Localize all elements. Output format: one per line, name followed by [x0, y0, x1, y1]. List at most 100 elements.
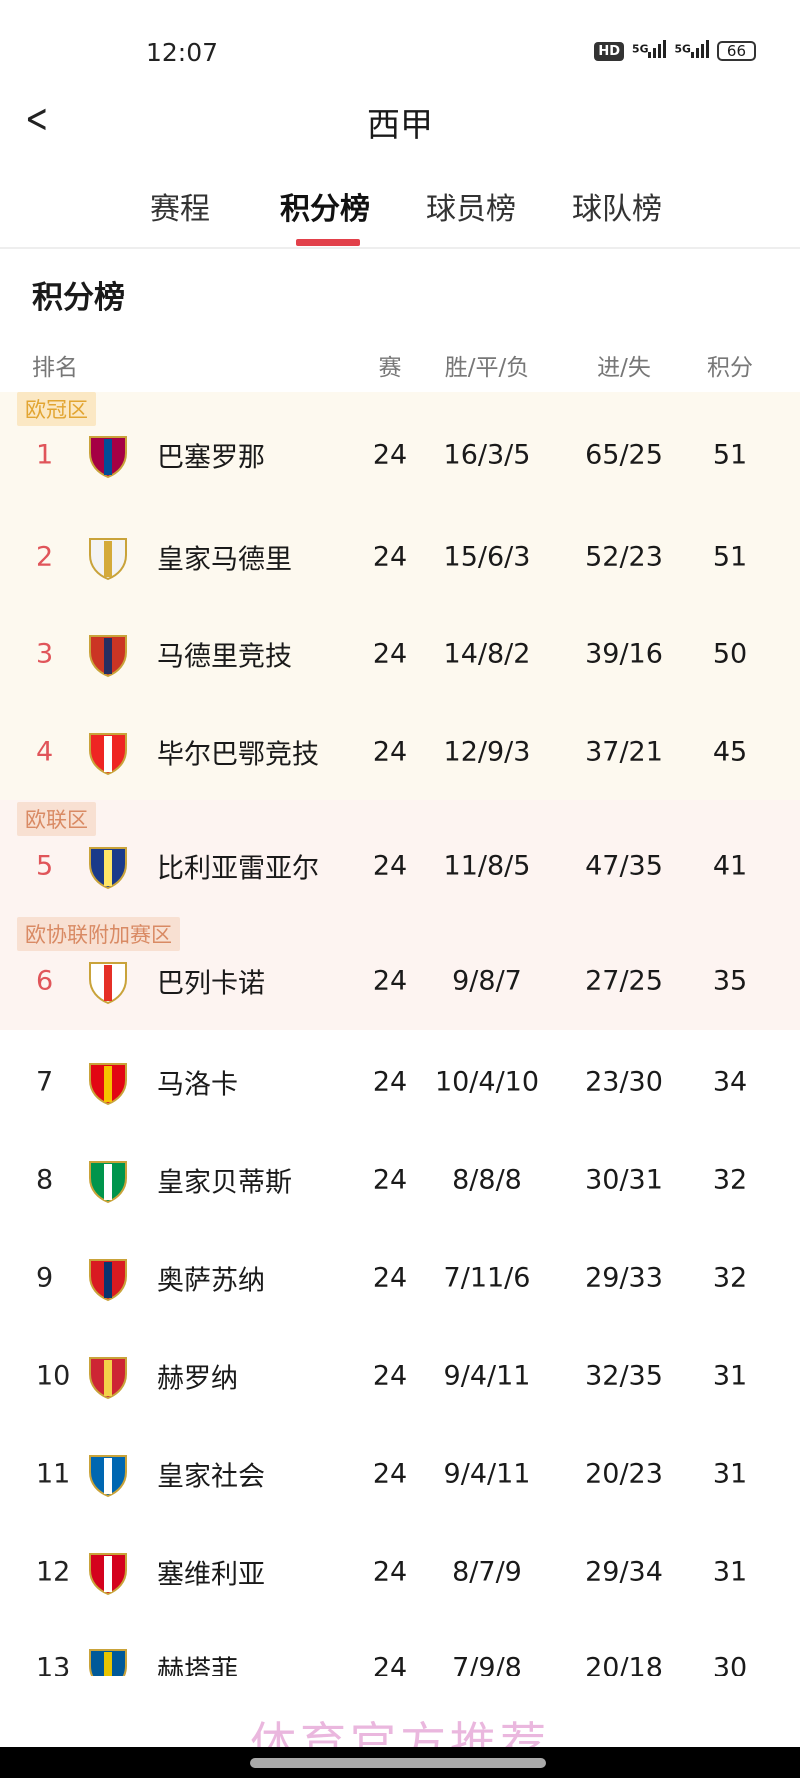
played: 24 — [372, 1458, 408, 1490]
team-logo-icon — [84, 1644, 132, 1676]
column-wdl: 胜/平/负 — [444, 355, 530, 381]
table-row[interactable]: 9 奥萨苏纳 24 7/11/6 29/33 32 — [0, 1248, 800, 1308]
goals-for-against: 23/30 — [585, 1066, 663, 1098]
rank: 4 — [36, 736, 54, 768]
team-name[interactable]: 皇家马德里 — [157, 544, 292, 576]
goals-for-against: 37/21 — [585, 736, 663, 768]
table-row[interactable]: 7 马洛卡 24 10/4/10 23/30 34 — [0, 1052, 800, 1112]
team-name[interactable]: 赫罗纳 — [157, 1363, 238, 1395]
rank: 11 — [36, 1458, 71, 1490]
rank: 7 — [36, 1066, 54, 1098]
hd-icon: HD — [594, 41, 625, 61]
goals-for-against: 65/25 — [585, 439, 663, 471]
goals-for-against: 20/18 — [585, 1652, 663, 1677]
goals-for-against: 52/23 — [585, 541, 663, 573]
table-row[interactable]: 8 皇家贝蒂斯 24 8/8/8 30/31 32 — [0, 1150, 800, 1210]
points: 51 — [712, 439, 748, 471]
status-icons: HD 5G 5G 66 — [594, 40, 756, 62]
signal-icon-2: 5G — [674, 40, 709, 62]
win-draw-loss: 12/9/3 — [443, 736, 531, 768]
tab-team-rankings[interactable]: 球队榜 — [572, 192, 662, 227]
team-name[interactable]: 巴列卡诺 — [157, 968, 265, 1000]
table-row[interactable]: 6 巴列卡诺 24 9/8/7 27/25 35 — [0, 951, 800, 1011]
table-row[interactable]: 11 皇家社会 24 9/4/11 20/23 31 — [0, 1444, 800, 1504]
team-logo-icon — [84, 842, 132, 890]
tab-player-rankings[interactable]: 球员榜 — [426, 192, 516, 227]
table-row[interactable]: 13 赫塔菲 24 7/9/8 20/18 30 — [0, 1638, 800, 1676]
goals-for-against: 20/23 — [585, 1458, 663, 1490]
points: 35 — [712, 965, 748, 997]
played: 24 — [372, 1652, 408, 1677]
team-name[interactable]: 皇家社会 — [157, 1461, 265, 1493]
goals-for-against: 32/35 — [585, 1360, 663, 1392]
zone-europa-league: 欧联区 — [0, 800, 800, 913]
played: 24 — [372, 638, 408, 670]
team-name[interactable]: 塞维利亚 — [157, 1559, 265, 1591]
chevron-left-icon: < — [25, 96, 49, 142]
team-name[interactable]: 赫塔菲 — [157, 1655, 238, 1677]
points: 30 — [712, 1652, 748, 1677]
back-button[interactable]: < — [25, 96, 48, 142]
zone-champions-league: 欧冠区 — [0, 392, 800, 800]
win-draw-loss: 7/9/8 — [452, 1652, 522, 1677]
active-tab-indicator — [296, 239, 360, 246]
goals-for-against: 29/34 — [585, 1556, 663, 1588]
team-name[interactable]: 皇家贝蒂斯 — [157, 1167, 292, 1199]
team-name[interactable]: 毕尔巴鄂竞技 — [157, 739, 319, 771]
win-draw-loss: 10/4/10 — [434, 1066, 540, 1098]
points: 50 — [712, 638, 748, 670]
rank: 6 — [36, 965, 54, 997]
team-name[interactable]: 比利亚雷亚尔 — [157, 853, 319, 885]
column-points: 积分 — [707, 355, 753, 381]
table-row[interactable]: 4 毕尔巴鄂竞技 24 12/9/3 37/21 45 — [0, 722, 800, 782]
win-draw-loss: 8/8/8 — [452, 1164, 522, 1196]
win-draw-loss: 14/8/2 — [443, 638, 531, 670]
team-name[interactable]: 奥萨苏纳 — [157, 1265, 265, 1297]
column-played: 赛 — [378, 355, 402, 381]
battery-icon: 66 — [716, 41, 756, 61]
team-logo-icon — [84, 1156, 132, 1204]
played: 24 — [372, 736, 408, 768]
team-name[interactable]: 马德里竞技 — [157, 641, 292, 673]
rank: 12 — [36, 1556, 71, 1588]
goals-for-against: 27/25 — [585, 965, 663, 997]
team-name[interactable]: 巴塞罗那 — [157, 442, 265, 474]
team-name[interactable]: 马洛卡 — [157, 1069, 238, 1101]
team-logo-icon — [84, 1352, 132, 1400]
tab-standings[interactable]: 积分榜 — [280, 192, 370, 227]
zone-label: 欧协联附加赛区 — [17, 917, 180, 951]
win-draw-loss: 9/4/11 — [443, 1458, 531, 1490]
played: 24 — [372, 1066, 408, 1098]
rank: 1 — [36, 439, 54, 471]
page-title: 西甲 — [367, 105, 433, 144]
played: 24 — [372, 1164, 408, 1196]
zone-label: 欧冠区 — [17, 392, 96, 426]
table-row[interactable]: 2 皇家马德里 24 15/6/3 52/23 51 — [0, 527, 800, 587]
team-logo-icon — [84, 1254, 132, 1302]
team-logo-icon — [84, 1058, 132, 1106]
table-row[interactable]: 12 塞维利亚 24 8/7/9 29/34 31 — [0, 1542, 800, 1602]
table-row[interactable]: 3 马德里竞技 24 14/8/2 39/16 50 — [0, 624, 800, 684]
goals-for-against: 39/16 — [585, 638, 663, 670]
table-row[interactable]: 1 巴塞罗那 24 16/3/5 65/25 51 — [0, 425, 800, 485]
rank: 2 — [36, 541, 54, 573]
win-draw-loss: 11/8/5 — [443, 850, 531, 882]
played: 24 — [372, 1556, 408, 1588]
played: 24 — [372, 1262, 408, 1294]
table-row[interactable]: 5 比利亚雷亚尔 24 11/8/5 47/35 41 — [0, 836, 800, 896]
column-rank: 排名 — [32, 355, 78, 381]
played: 24 — [372, 1360, 408, 1392]
goals-for-against: 30/31 — [585, 1164, 663, 1196]
signal-icon-1: 5G — [632, 40, 667, 62]
rank: 3 — [36, 638, 54, 670]
divider — [0, 247, 800, 249]
home-gesture-handle[interactable] — [250, 1758, 546, 1768]
status-time: 12:07 — [146, 38, 219, 67]
table-row[interactable]: 10 赫罗纳 24 9/4/11 32/35 31 — [0, 1346, 800, 1406]
column-goals: 进/失 — [597, 355, 651, 381]
points: 31 — [712, 1458, 748, 1490]
tab-schedule[interactable]: 赛程 — [150, 192, 210, 227]
team-logo-icon — [84, 957, 132, 1005]
played: 24 — [372, 439, 408, 471]
team-logo-icon — [84, 431, 132, 479]
